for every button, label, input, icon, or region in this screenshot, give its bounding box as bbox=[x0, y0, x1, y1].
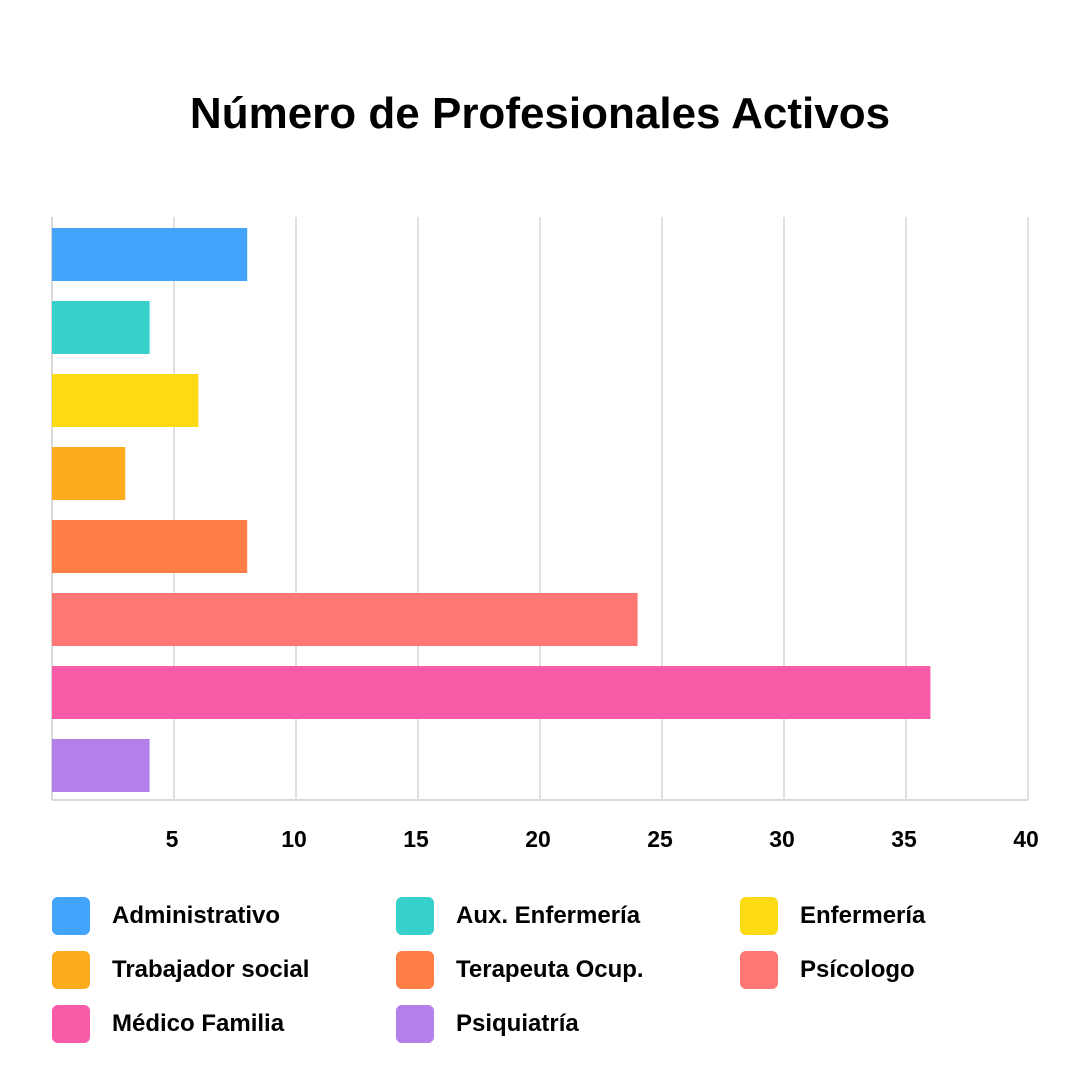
x-tick-label: 30 bbox=[769, 826, 795, 852]
x-tick-label: 5 bbox=[166, 826, 179, 852]
bar-aux-enfermer-a bbox=[52, 301, 150, 354]
legend-item: Psiquiatría bbox=[396, 1005, 579, 1043]
legend-label: Trabajador social bbox=[112, 956, 310, 983]
legend-swatch bbox=[396, 1005, 434, 1043]
bar-m-dico-familia bbox=[52, 666, 931, 719]
x-tick-label: 15 bbox=[403, 826, 429, 852]
bar-psiquiatr-a bbox=[52, 739, 150, 792]
bar-chart: 5 10 15 20 25 30 35 40 bbox=[51, 217, 1039, 852]
x-tick-label: 40 bbox=[1013, 826, 1039, 852]
legend-item: Psícologo bbox=[740, 951, 915, 989]
x-tick-label: 35 bbox=[891, 826, 917, 852]
legend-label: Terapeuta Ocup. bbox=[456, 956, 644, 983]
bar-enfermer-a bbox=[52, 374, 199, 427]
x-tick-label: 20 bbox=[525, 826, 551, 852]
legend-swatch bbox=[52, 951, 90, 989]
bar-terapeuta-ocup bbox=[52, 520, 248, 573]
legend-swatch bbox=[52, 1005, 90, 1043]
legend-swatch bbox=[740, 951, 778, 989]
legend-item: Aux. Enfermería bbox=[396, 897, 640, 935]
bars bbox=[52, 228, 931, 792]
legend-label: Administrativo bbox=[112, 902, 281, 929]
x-tick-label: 25 bbox=[647, 826, 673, 852]
legend-swatch bbox=[396, 951, 434, 989]
x-tick-label: 10 bbox=[281, 826, 307, 852]
legend-item: Enfermería bbox=[740, 897, 925, 935]
bar-trabajador-social bbox=[52, 447, 126, 500]
legend-label: Aux. Enfermería bbox=[456, 902, 641, 929]
bar-ps-cologo bbox=[52, 593, 638, 646]
chart-title: Número de Profesionales Activos bbox=[189, 89, 891, 138]
legend-item: Terapeuta Ocup. bbox=[396, 951, 644, 989]
x-axis-tick-labels: 5 10 15 20 25 30 35 40 bbox=[166, 826, 1039, 852]
legend-swatch bbox=[396, 897, 434, 935]
legend-item: Médico Familia bbox=[52, 1005, 284, 1043]
legend-label: Psícologo bbox=[800, 956, 915, 983]
legend-swatch bbox=[740, 897, 778, 935]
legend-label: Psiquiatría bbox=[456, 1010, 579, 1037]
legend-label: Enfermería bbox=[800, 902, 926, 929]
legend-swatch bbox=[52, 897, 90, 935]
legend-label: Médico Familia bbox=[112, 1010, 285, 1037]
bar-administrativo bbox=[52, 228, 248, 281]
legend-item: Trabajador social bbox=[52, 951, 309, 989]
legend-item: Administrativo bbox=[52, 897, 280, 935]
